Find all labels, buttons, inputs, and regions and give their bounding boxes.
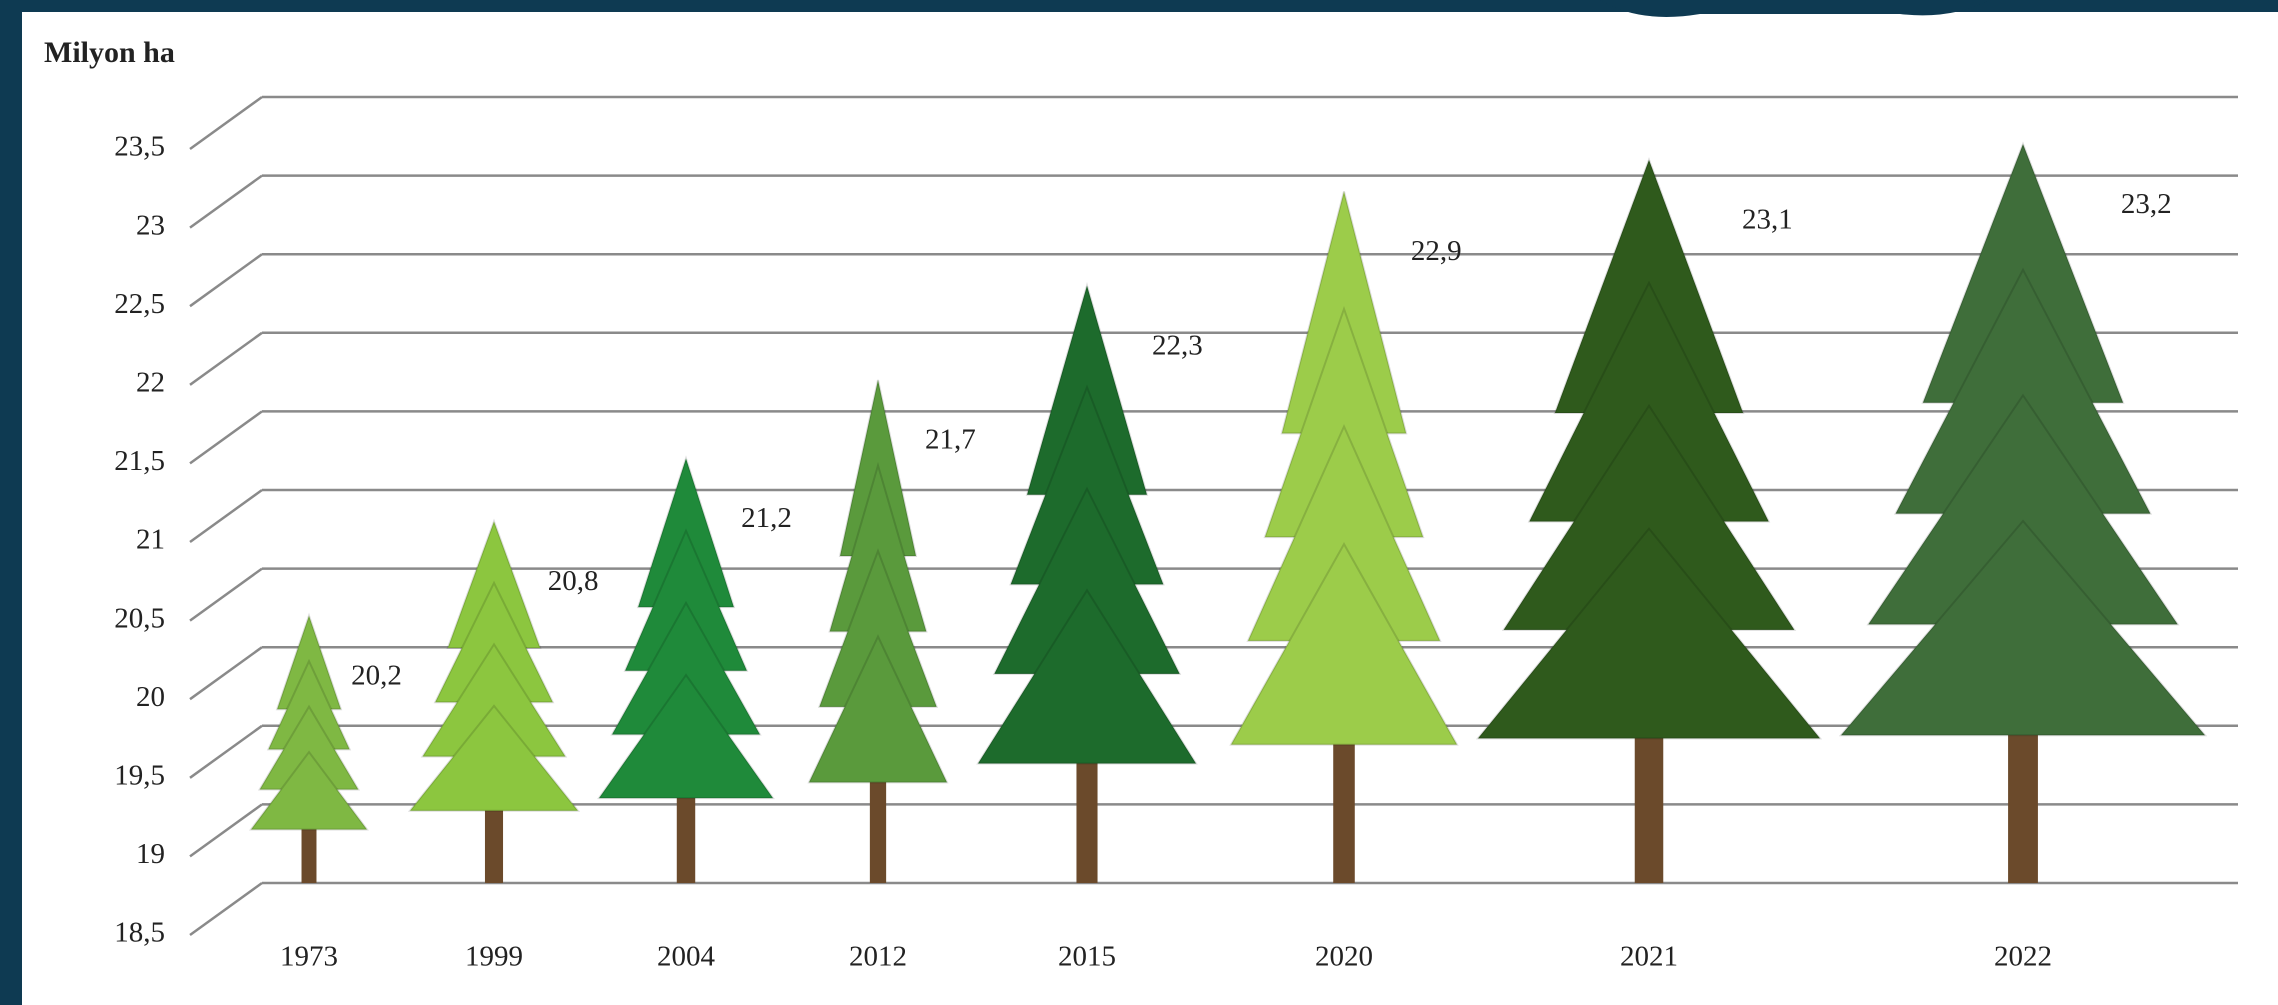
y-tick-label: 19,5: [114, 759, 165, 791]
value-label: 23,1: [1742, 204, 1793, 236]
grid-slant: [189, 331, 263, 386]
tree: [1229, 191, 1459, 883]
grid-slant: [189, 803, 263, 858]
x-tick-label: 1973: [280, 941, 338, 973]
y-tick-label: 23: [136, 209, 165, 241]
x-tick-label: 1999: [465, 941, 523, 973]
tree: [407, 518, 581, 883]
grid-slant: [189, 174, 263, 229]
grid-slant: [189, 646, 263, 701]
value-label: 20,8: [548, 565, 599, 597]
crown: [1229, 542, 1459, 746]
y-tick-label: 20,5: [114, 602, 165, 634]
grid-slant: [189, 724, 263, 779]
grid-slant: [189, 567, 263, 622]
y-tick-label: 18,5: [114, 917, 165, 949]
crown: [807, 634, 949, 784]
grid-slant: [189, 253, 263, 308]
tree: [807, 379, 949, 883]
tree: [597, 455, 775, 883]
crown: [407, 704, 581, 812]
value-label: 21,2: [741, 502, 792, 534]
decoration: [1600, 0, 1990, 17]
grid-slant: [189, 95, 263, 151]
tree: [1838, 141, 2208, 883]
crown: [1838, 519, 2208, 737]
x-tick-label: 2004: [657, 941, 716, 973]
grid-slant: [189, 881, 263, 937]
grid-slant: [189, 488, 263, 544]
crown: [597, 673, 775, 800]
crown: [249, 750, 369, 831]
value-label: 21,7: [925, 424, 976, 456]
value-label: 22,3: [1152, 329, 1203, 361]
y-tick-label: 20: [136, 681, 165, 713]
y-tick-label: 22: [136, 366, 165, 398]
value-label: 20,2: [351, 659, 402, 691]
x-tick-label: 2020: [1315, 941, 1373, 973]
tree: [249, 612, 369, 883]
y-tick-label: 22,5: [114, 288, 165, 320]
y-axis-label: Milyon ha: [44, 36, 175, 69]
tree: [1475, 157, 1823, 883]
x-tick-label: 2015: [1058, 941, 1116, 973]
y-tick-label: 21,5: [114, 445, 165, 477]
x-tick-label: 2021: [1620, 941, 1678, 973]
y-tick-label: 19: [136, 838, 165, 870]
y-tick-label: 23,5: [114, 131, 165, 163]
grid-slant: [189, 410, 263, 465]
tree: [976, 282, 1198, 883]
crown: [1475, 527, 1823, 740]
y-tick-label: 21: [136, 524, 165, 556]
x-tick-label: 2022: [1994, 941, 2052, 973]
value-label: 22,9: [1411, 235, 1462, 267]
crown: [976, 588, 1198, 765]
value-label: 23,2: [2121, 188, 2172, 220]
x-tick-label: 2012: [849, 941, 907, 973]
